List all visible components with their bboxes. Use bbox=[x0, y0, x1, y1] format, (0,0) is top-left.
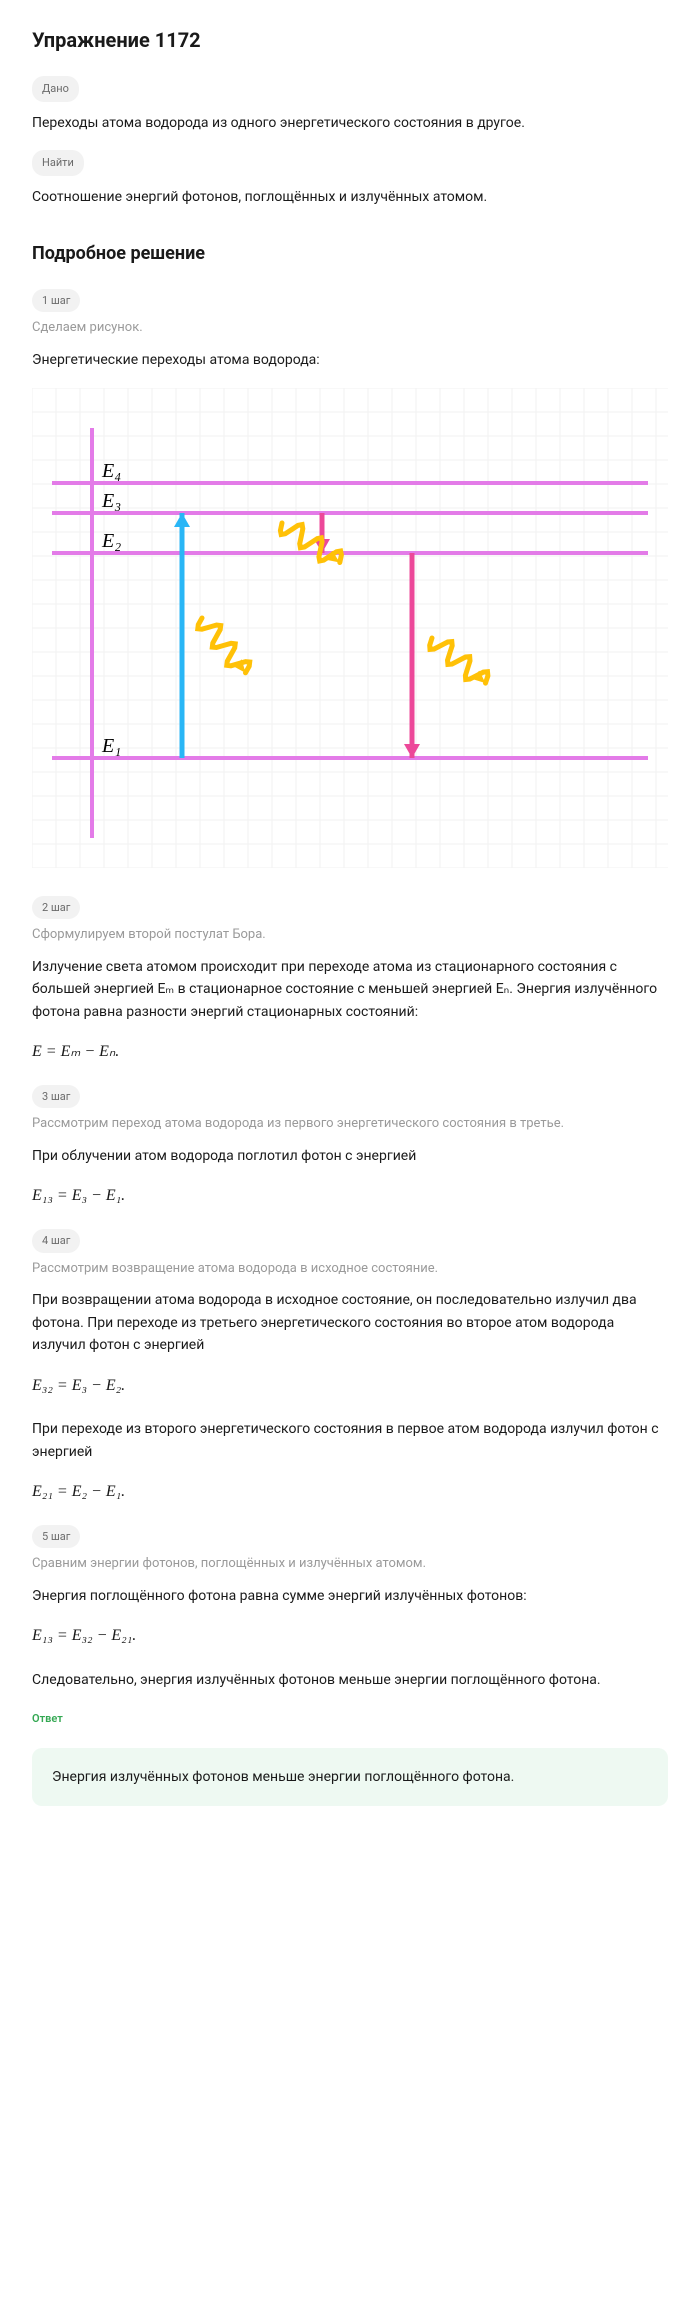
step-3-label: 3 шаг bbox=[32, 1085, 80, 1109]
step-2-formula: E = Eₘ − Eₙ. bbox=[32, 1039, 668, 1065]
step-4-text2: При переходе из второго энергетического … bbox=[32, 1418, 668, 1463]
step-2-label: 2 шаг bbox=[32, 896, 80, 920]
step-3-text: При облучении атом водорода поглотил фот… bbox=[32, 1145, 668, 1167]
answer-box: Энергия излучённых фотонов меньше энерги… bbox=[32, 1748, 668, 1806]
step-4-text: При возвращении атома водорода в исходно… bbox=[32, 1289, 668, 1356]
step-5-desc: Сравним энергии фотонов, поглощённых и и… bbox=[32, 1554, 668, 1575]
given-section: Дано Переходы атома водорода из одного э… bbox=[32, 76, 668, 134]
step-4-formula: E₃₂ = E₃ − E₂. bbox=[32, 1373, 668, 1399]
step-4-formula2: E₂₁ = E₂ − E₁. bbox=[32, 1479, 668, 1505]
svg-text:E₂: E₂ bbox=[101, 530, 121, 552]
step-3: 3 шаг Рассмотрим переход атома водорода … bbox=[32, 1085, 668, 1209]
step-3-desc: Рассмотрим переход атома водорода из пер… bbox=[32, 1114, 668, 1135]
given-label: Дано bbox=[32, 76, 79, 102]
step-5-formula: E₁₃ = E₃₂ − E₂₁. bbox=[32, 1623, 668, 1649]
step-4: 4 шаг Рассмотрим возвращение атома водор… bbox=[32, 1229, 668, 1505]
step-4-desc: Рассмотрим возвращение атома водорода в … bbox=[32, 1259, 668, 1280]
step-2-desc: Сформулируем второй постулат Бора. bbox=[32, 925, 668, 946]
find-text: Соотношение энергий фотонов, поглощённых… bbox=[32, 186, 668, 208]
step-1-desc: Сделаем рисунок. bbox=[32, 318, 668, 339]
step-5-text: Энергия поглощённого фотона равна сумме … bbox=[32, 1585, 668, 1607]
find-label: Найти bbox=[32, 150, 84, 176]
svg-text:E₄: E₄ bbox=[101, 460, 121, 482]
given-text: Переходы атома водорода из одного энерге… bbox=[32, 112, 668, 134]
step-3-formula: E₁₃ = E₃ − E₁. bbox=[32, 1183, 668, 1209]
svg-text:E₃: E₃ bbox=[101, 490, 121, 512]
find-section: Найти Соотношение энергий фотонов, погло… bbox=[32, 150, 668, 208]
step-5-text2: Следовательно, энергия излучённых фотоно… bbox=[32, 1669, 668, 1691]
answer-section: Ответ Энергия излучённых фотонов меньше … bbox=[32, 1707, 668, 1806]
answer-label: Ответ bbox=[32, 1710, 63, 1728]
answer-text: Энергия излучённых фотонов меньше энерги… bbox=[52, 1769, 514, 1785]
energy-diagram: E₄ E₃ E₂ E₁ bbox=[32, 388, 668, 868]
solution-heading: Подробное решение bbox=[32, 240, 668, 269]
step-2-text: Излучение света атомом происходит при пе… bbox=[32, 956, 668, 1023]
step-1-text: Энергетические переходы атома водорода: bbox=[32, 349, 668, 371]
page-title: Упражнение 1172 bbox=[32, 24, 668, 56]
step-1: 1 шаг Сделаем рисунок. Энергетические пе… bbox=[32, 289, 668, 868]
svg-text:E₁: E₁ bbox=[101, 735, 121, 757]
step-5: 5 шаг Сравним энергии фотонов, поглощённ… bbox=[32, 1525, 668, 1692]
step-4-label: 4 шаг bbox=[32, 1229, 80, 1253]
step-5-label: 5 шаг bbox=[32, 1525, 80, 1549]
step-1-label: 1 шаг bbox=[32, 289, 80, 313]
step-2: 2 шаг Сформулируем второй постулат Бора.… bbox=[32, 896, 668, 1065]
